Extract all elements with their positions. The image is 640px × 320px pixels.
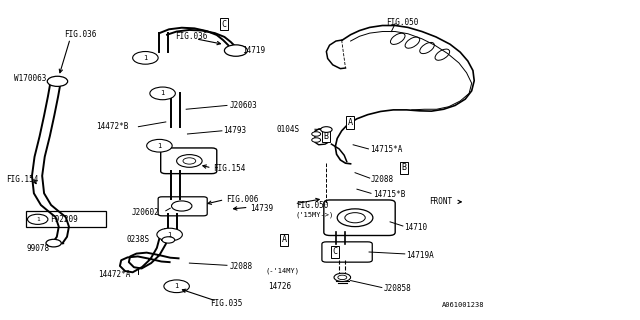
Circle shape [312,138,321,142]
Text: 1: 1 [143,55,148,61]
Circle shape [132,52,158,64]
Circle shape [312,132,321,136]
Circle shape [321,127,332,132]
Ellipse shape [390,33,405,44]
Circle shape [183,158,196,164]
Text: 14472*A: 14472*A [99,270,131,279]
Circle shape [345,213,365,223]
Text: FIG.035: FIG.035 [211,299,243,308]
Text: 14710: 14710 [404,223,428,232]
Text: J20858: J20858 [384,284,412,293]
Text: 14726: 14726 [268,282,291,291]
Text: FRONT: FRONT [429,197,452,206]
Ellipse shape [435,49,450,60]
Text: J20603: J20603 [230,101,257,110]
Circle shape [150,87,175,100]
Text: W170063: W170063 [14,74,47,83]
Text: A: A [282,236,287,244]
Text: 0238S: 0238S [126,236,149,244]
Text: 1: 1 [168,232,172,237]
Text: C: C [221,20,226,29]
Circle shape [157,228,182,241]
Text: (-'14MY): (-'14MY) [266,267,300,274]
Circle shape [47,76,68,86]
Text: J20602: J20602 [132,208,160,217]
Text: B: B [323,132,328,141]
Text: 1: 1 [157,143,161,149]
Circle shape [28,214,48,224]
FancyBboxPatch shape [324,200,395,236]
FancyBboxPatch shape [161,148,217,174]
FancyBboxPatch shape [26,212,106,227]
Text: 14715*A: 14715*A [370,145,402,154]
Circle shape [162,237,175,243]
Ellipse shape [405,37,420,48]
Text: 14472*B: 14472*B [96,122,128,131]
Text: FIG.154: FIG.154 [6,175,39,184]
Text: FIG.036: FIG.036 [64,30,96,39]
Circle shape [338,275,347,280]
Text: A: A [348,118,353,127]
Text: J2088: J2088 [230,262,253,271]
Text: 14715*B: 14715*B [373,190,405,199]
Circle shape [337,209,373,227]
Text: FIG.154: FIG.154 [214,164,246,173]
Text: B: B [401,164,406,172]
Circle shape [46,239,61,247]
Text: 14793: 14793 [223,126,246,135]
Circle shape [225,45,247,56]
Circle shape [172,201,192,211]
Text: FIG.006: FIG.006 [226,195,258,204]
FancyBboxPatch shape [322,242,372,262]
Circle shape [177,155,202,167]
Circle shape [164,280,189,292]
Ellipse shape [420,43,435,54]
FancyBboxPatch shape [158,197,207,216]
Text: 14719A: 14719A [406,251,434,260]
Text: 1: 1 [161,90,164,96]
Text: FIG.036: FIG.036 [175,32,207,41]
Text: 99078: 99078 [27,244,50,253]
Text: 1: 1 [36,217,40,222]
Text: A061001238: A061001238 [442,302,485,308]
Text: J2088: J2088 [371,174,394,184]
Text: FIG.050: FIG.050 [296,201,328,210]
Text: 0104S: 0104S [276,125,300,134]
Text: 14719: 14719 [243,46,266,55]
Text: 14739: 14739 [250,204,273,213]
Text: FIG.050: FIG.050 [386,18,418,27]
Text: 1: 1 [175,283,179,289]
Text: F92209: F92209 [50,215,77,224]
Text: C: C [333,247,338,257]
Circle shape [147,140,172,152]
Circle shape [334,273,351,282]
Text: ('15MY->): ('15MY->) [296,211,334,218]
